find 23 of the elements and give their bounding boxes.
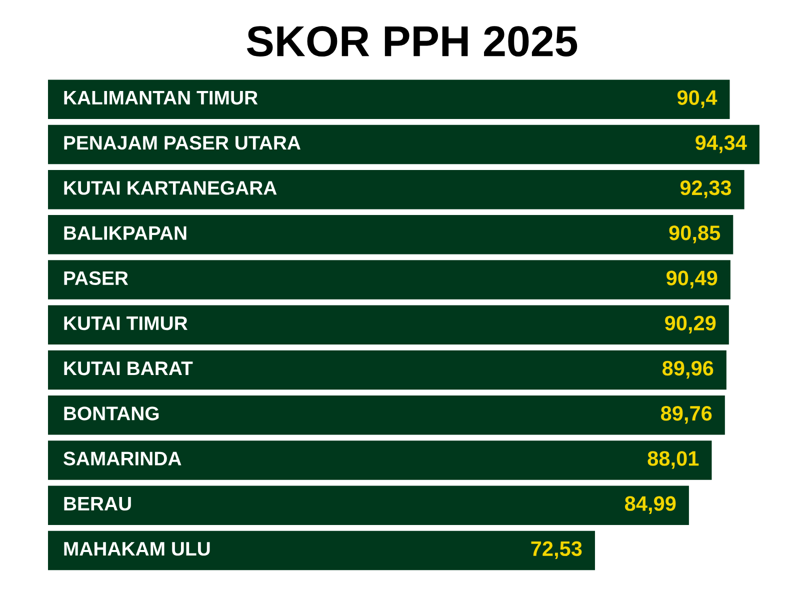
y-tick-label: BERAU (64, 496, 131, 511)
y-tick-label: KUTAI KARTANEGARA (64, 181, 277, 195)
data-label: 90,85 (669, 226, 720, 244)
y-tick-label: KUTAI BARAT (64, 362, 193, 376)
data-label: 72,53 (531, 541, 582, 560)
data-label: 89,76 (660, 406, 712, 424)
chart-title: SKOR PPH 2025 (246, 26, 578, 57)
data-label: 94,34 (696, 135, 747, 154)
data-label: 92,33 (680, 180, 732, 198)
data-label: 84,99 (624, 496, 676, 514)
data-label: 90,29 (665, 316, 716, 334)
y-tick-label: MAHAKAM ULU (64, 542, 210, 556)
y-tick-label: BALIKPAPAN (64, 226, 186, 240)
y-tick-label: PASER (64, 271, 128, 286)
y-tick-label: PENAJAM PASER UTARA (64, 136, 300, 150)
y-tick-label: KUTAI TIMUR (64, 316, 188, 330)
y-tick-label: KALIMANTAN TIMUR (64, 91, 258, 105)
data-label: 90,49 (666, 270, 718, 288)
y-tick-label: BONTANG (64, 406, 159, 420)
data-label: 88,01 (648, 451, 699, 469)
data-label: 89,96 (662, 360, 714, 379)
data-label: 90,4 (677, 90, 718, 108)
y-tick-label: SAMARINDA (64, 452, 182, 466)
